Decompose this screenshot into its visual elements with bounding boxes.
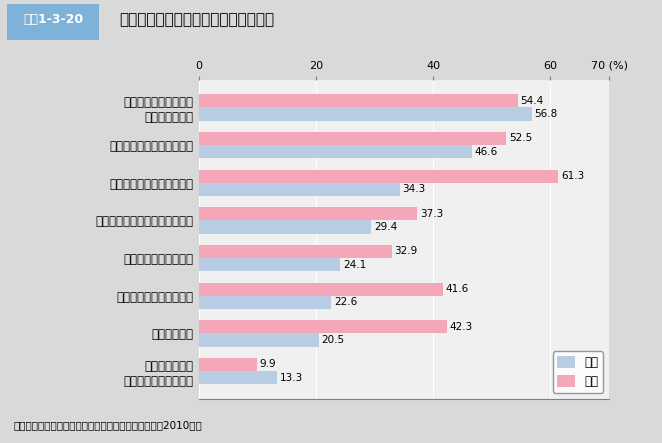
Text: 46.6: 46.6 bbox=[475, 147, 498, 157]
Bar bbox=[199, 220, 371, 233]
Text: 資料：内閣府「結婚・家族形成に関する意識調査」（2010年）: 資料：内閣府「結婚・家族形成に関する意識調査」（2010年） bbox=[13, 420, 202, 430]
Text: 56.8: 56.8 bbox=[535, 109, 558, 119]
Bar bbox=[199, 358, 257, 371]
Bar bbox=[199, 283, 442, 296]
Bar bbox=[199, 296, 331, 309]
Text: 32.9: 32.9 bbox=[395, 246, 418, 256]
Bar bbox=[199, 107, 532, 120]
FancyBboxPatch shape bbox=[7, 4, 99, 40]
Text: 54.4: 54.4 bbox=[520, 96, 544, 106]
Legend: 男性, 女性: 男性, 女性 bbox=[553, 351, 603, 393]
Text: 図表1-3-20: 図表1-3-20 bbox=[23, 13, 83, 27]
Text: 22.6: 22.6 bbox=[334, 297, 357, 307]
Text: 29.4: 29.4 bbox=[374, 222, 397, 232]
Text: 42.3: 42.3 bbox=[449, 322, 473, 332]
Text: 未婚者が結婚について不安に思うこと: 未婚者が結婚について不安に思うこと bbox=[119, 12, 274, 27]
Text: 37.3: 37.3 bbox=[420, 209, 444, 219]
Bar bbox=[199, 245, 391, 258]
Bar bbox=[199, 94, 518, 107]
Bar bbox=[199, 145, 472, 158]
Bar bbox=[199, 334, 319, 346]
Bar bbox=[199, 132, 506, 145]
Bar bbox=[199, 371, 277, 384]
Bar bbox=[199, 183, 400, 196]
Bar bbox=[199, 170, 558, 183]
Bar bbox=[199, 258, 340, 271]
Text: 9.9: 9.9 bbox=[260, 359, 276, 369]
Text: 13.3: 13.3 bbox=[279, 373, 303, 383]
Bar bbox=[199, 207, 417, 220]
Text: 20.5: 20.5 bbox=[322, 335, 345, 345]
Bar bbox=[199, 320, 447, 334]
Text: 24.1: 24.1 bbox=[343, 260, 366, 270]
Text: 41.6: 41.6 bbox=[446, 284, 469, 294]
Text: 52.5: 52.5 bbox=[509, 133, 533, 144]
Text: 34.3: 34.3 bbox=[402, 184, 426, 194]
Text: 61.3: 61.3 bbox=[561, 171, 584, 181]
